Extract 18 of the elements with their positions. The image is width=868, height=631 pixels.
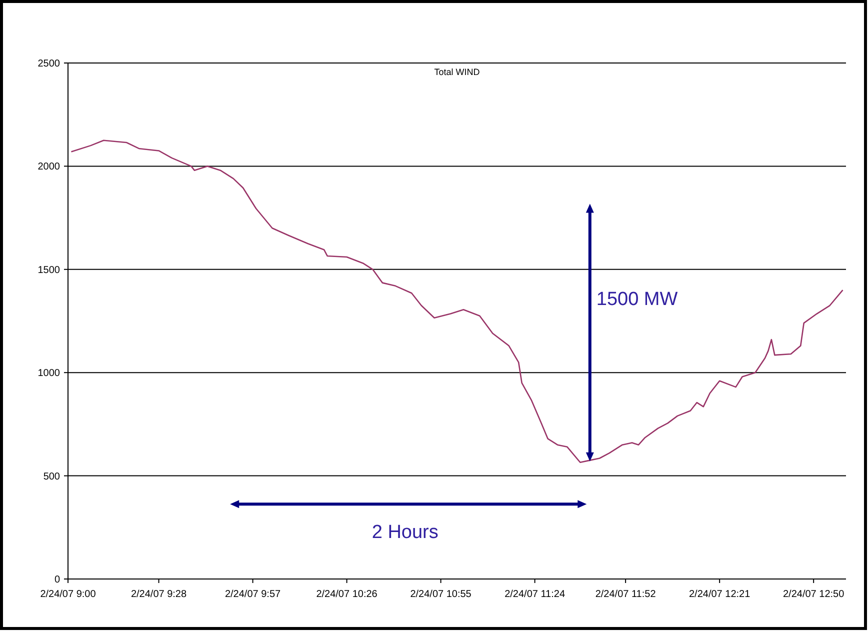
- chart-title: Total WIND: [434, 67, 480, 77]
- y-tick-label: 1500: [38, 264, 60, 276]
- x-tick-label: 2/24/07 9:28: [130, 589, 188, 600]
- y-tick-label: 1000: [38, 368, 60, 380]
- x-tick-label: 2/24/07 9:57: [224, 589, 282, 600]
- x-tick-label: 2/24/07 10:26: [316, 589, 378, 600]
- x-tick-label: 2/24/07 12:21: [688, 589, 751, 600]
- y-tick-label: 2000: [38, 162, 60, 173]
- annotation: 2 Hours: [372, 522, 438, 544]
- x-tick-label: 2/24/07 12:50: [782, 589, 845, 600]
- y-tick-label: 500: [43, 471, 60, 482]
- x-tick-label: 2/24/07 10:55: [410, 589, 472, 600]
- x-tick-label: 2/24/07 11:52: [595, 589, 656, 600]
- x-tick-label: 2/24/07 11:24: [504, 589, 566, 600]
- y-tick-label: 2500: [38, 58, 60, 70]
- annotation: 1500 MW: [596, 288, 678, 310]
- x-tick-label: 2/24/07 9:00: [40, 589, 96, 600]
- y-tick-label: 0: [54, 574, 60, 586]
